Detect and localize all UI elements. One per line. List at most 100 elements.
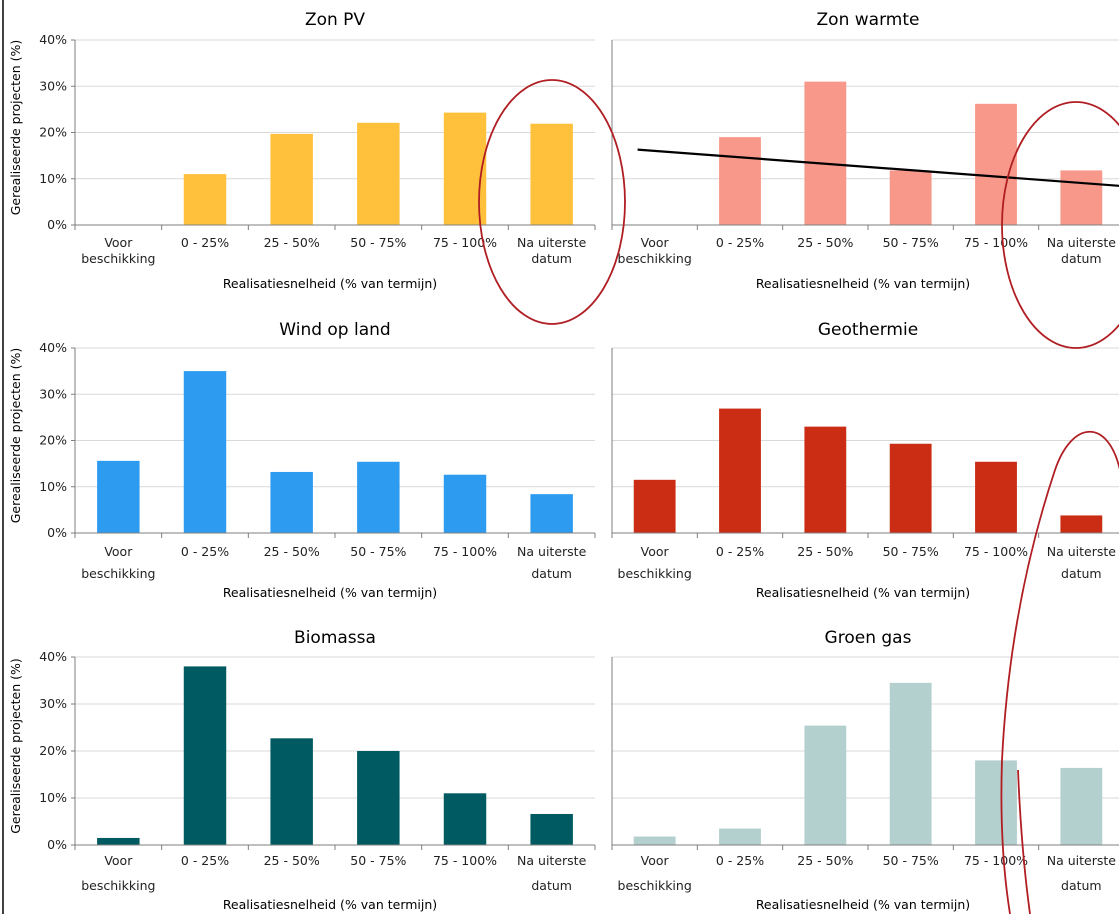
bar-biomassa-0 xyxy=(97,837,140,845)
x-tick-label: 25 - 50% xyxy=(264,853,320,868)
bar-wind-op-land-2 xyxy=(270,471,313,533)
y-axis-label: Gerealiseerde projecten (%) xyxy=(8,348,23,524)
x-tick-label: 50 - 75% xyxy=(350,544,406,559)
bar-geothermie-2 xyxy=(804,426,847,533)
x-axis-label: Realisatiesnelheid (% van termijn) xyxy=(756,276,970,291)
bar-zon-warmte-4 xyxy=(975,103,1017,225)
x-tick-label: Na uiterste xyxy=(517,853,587,868)
bar-groen-gas-1 xyxy=(719,828,761,845)
chart-title: Zon PV xyxy=(305,10,365,30)
x-tick-label: 25 - 50% xyxy=(264,235,320,250)
x-tick-label: Voor xyxy=(641,544,670,559)
x-tick-label: 75 - 100% xyxy=(433,853,497,868)
x-tick-label: 50 - 75% xyxy=(883,235,939,250)
x-tick-label: Voor xyxy=(641,235,670,250)
annotation-arc xyxy=(1000,430,1119,914)
x-tick-label: 75 - 100% xyxy=(964,544,1028,559)
annotation-ellipse xyxy=(478,79,626,325)
x-tick-label: Voor xyxy=(104,235,133,250)
y-tick-label: 20% xyxy=(39,125,67,140)
bar-wind-op-land-4 xyxy=(443,474,487,533)
x-tick-label: 0 - 25% xyxy=(181,853,229,868)
y-tick-label: 20% xyxy=(39,743,67,758)
x-tick-label: beschikking xyxy=(618,566,692,581)
x-tick-label: 25 - 50% xyxy=(264,544,320,559)
x-tick-label: beschikking xyxy=(618,251,692,266)
x-tick-label: 0 - 25% xyxy=(181,544,229,559)
chart-panel-biomassa: 0% 10% 20% 30% 40% Gerealiseerde projecten (%… xyxy=(8,628,596,912)
x-tick-label: beschikking xyxy=(81,566,155,581)
bar-zon-pv-3 xyxy=(357,122,400,225)
y-tick-label: 10% xyxy=(39,171,67,186)
bar-zon-warmte-2 xyxy=(804,81,847,225)
x-tick-label: datum xyxy=(531,878,572,893)
x-tick-label: Na uiterste xyxy=(1047,853,1117,868)
x-tick-label: 25 - 50% xyxy=(797,235,853,250)
chart-panel-zon-pv: 0% 10% 20% 30% 40% Gerealiseerde projecten (%… xyxy=(8,10,596,291)
x-tick-label: 0 - 25% xyxy=(716,235,764,250)
chart-title: Groen gas xyxy=(825,628,912,648)
x-tick-label: 50 - 75% xyxy=(883,544,939,559)
x-tick-label: 75 - 100% xyxy=(433,235,497,250)
y-tick-label: 10% xyxy=(39,479,67,494)
x-tick-label: datum xyxy=(531,251,572,266)
bar-geothermie-1 xyxy=(719,408,761,533)
bar-zon-pv-2 xyxy=(270,133,313,225)
x-tick-label: datum xyxy=(531,566,572,581)
x-tick-label: 0 - 25% xyxy=(716,544,764,559)
y-tick-label: 30% xyxy=(39,696,67,711)
x-tick-label: Voor xyxy=(641,853,670,868)
annotation-arc xyxy=(1017,769,1031,914)
y-tick-label: 0% xyxy=(47,217,67,232)
x-tick-label: datum xyxy=(1061,566,1102,581)
trend-line xyxy=(637,148,1119,187)
x-axis-label: Realisatiesnelheid (% van termijn) xyxy=(756,897,970,912)
y-tick-label: 10% xyxy=(39,790,67,805)
bar-zon-warmte-3 xyxy=(889,170,932,225)
bar-groen-gas-5 xyxy=(1060,767,1103,845)
y-tick-label: 0% xyxy=(47,837,67,852)
x-axis-label: Realisatiesnelheid (% van termijn) xyxy=(756,585,970,600)
y-tick-label: 40% xyxy=(39,649,67,664)
y-tick-label: 40% xyxy=(39,340,67,355)
x-tick-label: 50 - 75% xyxy=(883,853,939,868)
x-tick-label: 25 - 50% xyxy=(797,544,853,559)
bar-groen-gas-2 xyxy=(804,725,847,845)
x-tick-label: 50 - 75% xyxy=(350,235,406,250)
chart-title: Zon warmte xyxy=(817,10,920,30)
bar-geothermie-0 xyxy=(633,479,676,533)
x-tick-label: Na uiterste xyxy=(1047,235,1117,250)
y-axis-label: Gerealiseerde projecten (%) xyxy=(8,40,23,216)
bar-geothermie-5 xyxy=(1060,515,1103,533)
x-tick-label: beschikking xyxy=(81,878,155,893)
bar-biomassa-3 xyxy=(357,751,400,845)
x-tick-label: Voor xyxy=(104,544,133,559)
y-tick-label: 20% xyxy=(39,433,67,448)
x-tick-label: beschikking xyxy=(81,251,155,266)
bar-biomassa-1 xyxy=(183,666,227,845)
bar-zon-pv-1 xyxy=(183,174,227,225)
chart-panel-wind-op-land: 0% 10% 20% 30% 40% Gerealiseerde projecten (%… xyxy=(8,320,596,600)
chart-panel-groen-gas: Voor beschikking 0 - 25% 25 - 50% 50 - 75% 75… xyxy=(611,628,1119,912)
x-axis-label: Realisatiesnelheid (% van termijn) xyxy=(223,897,437,912)
chart-panel-geothermie: Voor beschikking 0 - 25% 25 - 50% 50 - 75% 75… xyxy=(611,320,1119,600)
x-tick-label: datum xyxy=(1061,878,1102,893)
x-tick-label: 75 - 100% xyxy=(964,853,1028,868)
x-tick-label: 0 - 25% xyxy=(181,235,229,250)
bar-zon-pv-5 xyxy=(530,123,573,225)
bar-biomassa-2 xyxy=(270,738,313,845)
x-tick-label: Na uiterste xyxy=(1047,544,1117,559)
x-tick-label: 25 - 50% xyxy=(797,853,853,868)
bar-wind-op-land-0 xyxy=(97,460,140,533)
bar-wind-op-land-5 xyxy=(530,494,573,533)
y-tick-label: 0% xyxy=(47,525,67,540)
y-axis-label: Gerealiseerde projecten (%) xyxy=(8,658,23,834)
x-tick-label: Na uiterste xyxy=(517,544,587,559)
y-tick-label: 30% xyxy=(39,78,67,93)
x-axis-label: Realisatiesnelheid (% van termijn) xyxy=(223,585,437,600)
x-tick-label: beschikking xyxy=(618,878,692,893)
bar-groen-gas-0 xyxy=(633,836,676,845)
x-tick-label: datum xyxy=(1061,251,1102,266)
